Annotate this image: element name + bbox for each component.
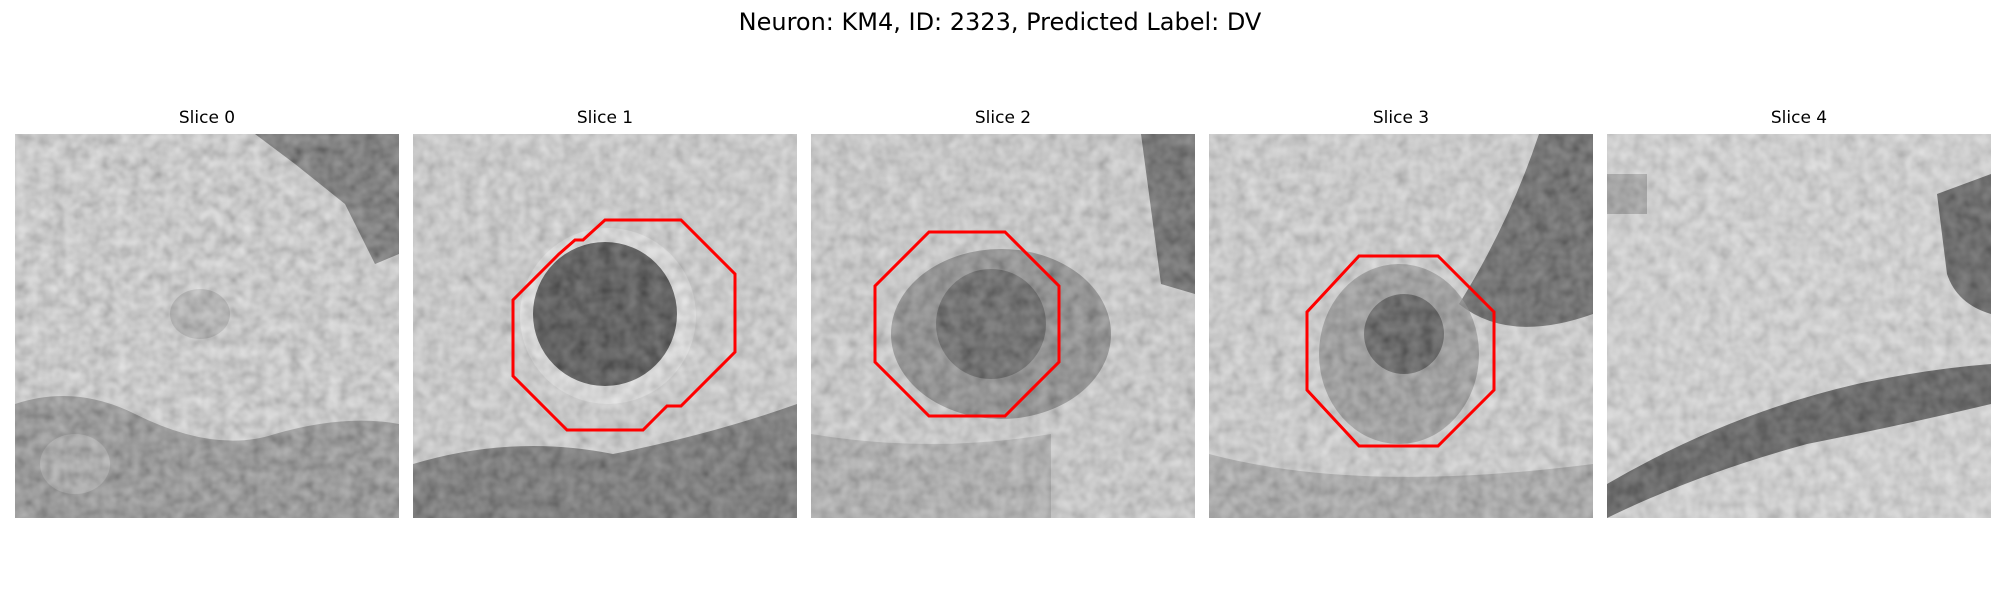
slice-title: Slice 0 (178, 108, 236, 128)
contour-polygon (1305, 254, 1496, 448)
microscopy-image (413, 134, 797, 518)
microscopy-image (1209, 134, 1593, 518)
microscopy-image (811, 134, 1195, 518)
microscopy-image (15, 134, 399, 518)
contour-polygon (873, 230, 1061, 418)
microscopy-image (1607, 134, 1991, 518)
figure-title: Neuron: KM4, ID: 2323, Predicted Label: … (738, 8, 1262, 36)
slice-title: Slice 2 (974, 108, 1032, 128)
slice-title: Slice 3 (1372, 108, 1430, 128)
slice-title: Slice 4 (1770, 108, 1828, 128)
contour-polygon (511, 218, 737, 432)
slice-title: Slice 1 (576, 108, 634, 128)
